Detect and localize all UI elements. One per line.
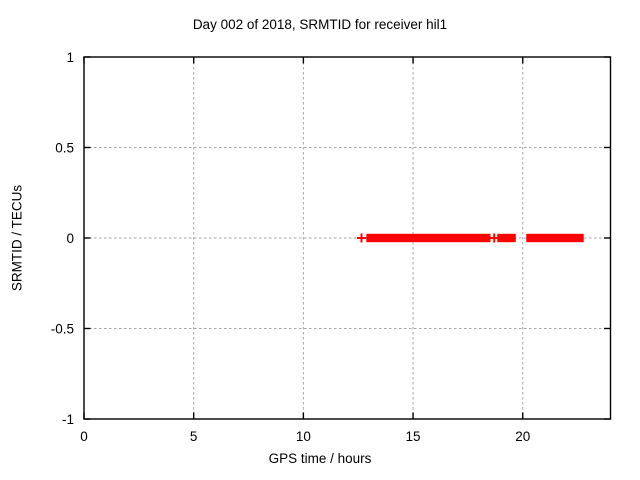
- x-tick-label-10: 10: [296, 429, 311, 444]
- x-tick-label-5: 5: [190, 429, 198, 444]
- y-tick-label-0.5: 0.5: [55, 140, 74, 155]
- x-tick-label-15: 15: [406, 429, 421, 444]
- data-point-marker-1: [489, 233, 499, 243]
- x-tick-label-0: 0: [80, 429, 88, 444]
- x-tick-label-20: 20: [515, 429, 530, 444]
- data-segment-0: [366, 233, 491, 243]
- chart-title: Day 002 of 2018, SRMTID for receiver hil…: [192, 17, 448, 32]
- data-point-marker-0: [357, 233, 367, 243]
- y-tick-label--1: -1: [62, 412, 74, 427]
- x-axis-label: GPS time / hours: [268, 451, 372, 466]
- data-segment-2: [526, 233, 584, 243]
- y-tick-label--0.5: -0.5: [51, 321, 74, 336]
- data-segment-1: [497, 233, 516, 243]
- y-tick-label-0: 0: [66, 231, 74, 246]
- y-tick-label-1: 1: [66, 50, 74, 65]
